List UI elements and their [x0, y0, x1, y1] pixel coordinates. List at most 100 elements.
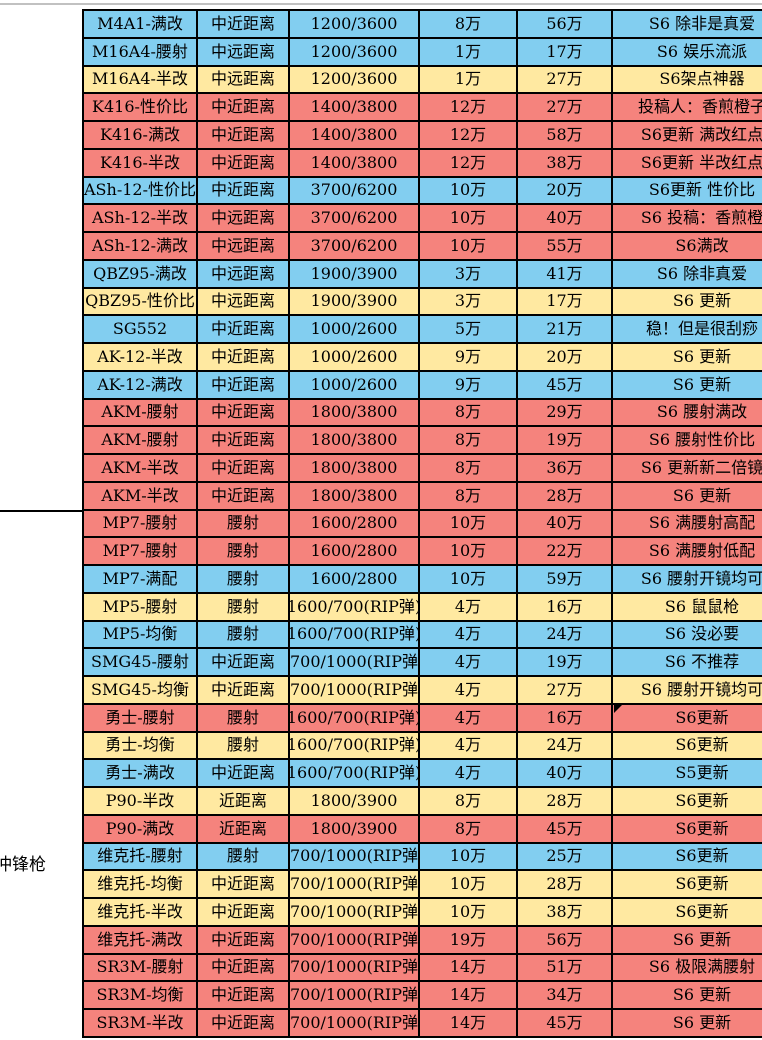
cell-price[interactable]: 1800/3800 [290, 482, 420, 511]
cell-price[interactable]: 1800/3900 [290, 788, 420, 816]
cell-cost2[interactable]: 55万 [518, 233, 613, 261]
cell-cost1[interactable]: 14万 [420, 954, 518, 983]
cell-range[interactable]: 中远距离 [198, 66, 290, 95]
cell-cost2[interactable]: 45万 [518, 371, 613, 400]
cell-price[interactable]: 1900/3900 [290, 288, 420, 317]
cell-weapon[interactable]: AKM-半改 [84, 455, 198, 483]
cell-weapon[interactable]: 勇士-均衡 [84, 732, 198, 761]
cell-note[interactable]: S6 娱乐流派 [613, 38, 762, 67]
cell-cost1[interactable]: 4万 [420, 760, 518, 788]
cell-note[interactable]: 投稿人：香煎橙子 [613, 94, 762, 122]
cell-price[interactable]: 700/1000(RIP弹 [290, 871, 420, 899]
cell-range[interactable]: 中近距离 [198, 122, 290, 150]
cell-note[interactable]: S6更新 [613, 815, 762, 844]
cell-note[interactable]: S6 满腰射低配 [613, 538, 762, 566]
cell-cost2[interactable]: 27万 [518, 94, 613, 122]
cell-cost1[interactable]: 9万 [420, 371, 518, 400]
cell-price[interactable]: 1000/2600 [290, 344, 420, 372]
cell-range[interactable]: 中近距离 [198, 482, 290, 511]
cell-price[interactable]: 1600/700(RIP弹) [290, 621, 420, 650]
cell-cost1[interactable]: 8万 [420, 482, 518, 511]
cell-cost2[interactable]: 27万 [518, 677, 613, 705]
cell-note[interactable]: S6 腰射满改 [613, 399, 762, 428]
cell-cost2[interactable]: 34万 [518, 982, 613, 1010]
cell-weapon[interactable]: 勇士-腰射 [84, 704, 198, 733]
cell-cost1[interactable]: 4万 [420, 593, 518, 622]
cell-weapon[interactable]: M4A1-满改 [84, 11, 198, 39]
cell-cost1[interactable]: 8万 [420, 788, 518, 816]
cell-cost2[interactable]: 19万 [518, 427, 613, 455]
cell-range[interactable]: 中近距离 [198, 760, 290, 788]
cell-range[interactable]: 近距离 [198, 815, 290, 844]
cell-weapon[interactable]: SR3M-腰射 [84, 954, 198, 983]
cell-cost1[interactable]: 3万 [420, 260, 518, 289]
cell-weapon[interactable]: M16A4-半改 [84, 66, 198, 95]
cell-cost1[interactable]: 10万 [420, 510, 518, 539]
cell-weapon[interactable]: MP7-腰射 [84, 510, 198, 539]
cell-cost1[interactable]: 1万 [420, 38, 518, 67]
cell-cost2[interactable]: 20万 [518, 177, 613, 206]
cell-cost2[interactable]: 29万 [518, 399, 613, 428]
cell-range[interactable]: 中远距离 [198, 260, 290, 289]
cell-cost2[interactable]: 24万 [518, 621, 613, 650]
cell-note[interactable]: S6 没必要 [613, 621, 762, 650]
cell-cost1[interactable]: 8万 [420, 399, 518, 428]
cell-range[interactable]: 腰射 [198, 566, 290, 594]
cell-note[interactable]: S6 除非真爱 [613, 260, 762, 289]
cell-range[interactable]: 中近距离 [198, 982, 290, 1010]
cell-range[interactable]: 中远距离 [198, 288, 290, 317]
cell-cost1[interactable]: 10万 [420, 538, 518, 566]
cell-price[interactable]: 3700/6200 [290, 177, 420, 206]
cell-range[interactable]: 中近距离 [198, 1010, 290, 1038]
cell-cost1[interactable]: 10万 [420, 843, 518, 872]
cell-note[interactable]: S6更新 [613, 843, 762, 872]
cell-range[interactable]: 腰射 [198, 538, 290, 566]
cell-weapon[interactable]: K416-性价比 [84, 94, 198, 122]
cell-weapon[interactable]: 维克托-满改 [84, 926, 198, 955]
cell-price[interactable]: 700/1000(RIP弹 [290, 954, 420, 983]
cell-weapon[interactable]: QBZ95-性价比 [84, 288, 198, 317]
cell-range[interactable]: 腰射 [198, 732, 290, 761]
cell-cost2[interactable]: 24万 [518, 732, 613, 761]
cell-note[interactable]: S6架点神器 [613, 66, 762, 95]
cell-cost1[interactable]: 10万 [420, 566, 518, 594]
cell-weapon[interactable]: M16A4-腰射 [84, 38, 198, 67]
cell-cost2[interactable]: 21万 [518, 316, 613, 344]
cell-price[interactable]: 700/1000(RIP弹 [290, 899, 420, 927]
cell-cost2[interactable]: 51万 [518, 954, 613, 983]
cell-price[interactable]: 1600/2800 [290, 566, 420, 594]
cell-cost1[interactable]: 10万 [420, 177, 518, 206]
cell-weapon[interactable]: 维克托-半改 [84, 899, 198, 927]
cell-cost1[interactable]: 3万 [420, 288, 518, 317]
cell-price[interactable]: 1800/3800 [290, 399, 420, 428]
cell-weapon[interactable]: AK-12-满改 [84, 371, 198, 400]
cell-cost1[interactable]: 4万 [420, 704, 518, 733]
cell-cost2[interactable]: 41万 [518, 260, 613, 289]
cell-cost2[interactable]: 56万 [518, 11, 613, 39]
cell-cost1[interactable]: 4万 [420, 621, 518, 650]
cell-cost1[interactable]: 8万 [420, 815, 518, 844]
cell-cost2[interactable]: 17万 [518, 288, 613, 317]
cell-cost2[interactable]: 20万 [518, 344, 613, 372]
cell-weapon[interactable]: 维克托-腰射 [84, 843, 198, 872]
cell-cost1[interactable]: 10万 [420, 233, 518, 261]
cell-range[interactable]: 中近距离 [198, 649, 290, 677]
cell-price[interactable]: 1900/3900 [290, 260, 420, 289]
cell-weapon[interactable]: AKM-腰射 [84, 427, 198, 455]
cell-cost1[interactable]: 12万 [420, 94, 518, 122]
cell-range[interactable]: 中近距离 [198, 316, 290, 344]
cell-weapon[interactable]: K416-满改 [84, 122, 198, 150]
cell-cost2[interactable]: 27万 [518, 66, 613, 95]
cell-range[interactable]: 中近距离 [198, 94, 290, 122]
cell-cost2[interactable]: 38万 [518, 899, 613, 927]
cell-price[interactable]: 1600/700(RIP弹) [290, 704, 420, 733]
cell-weapon[interactable]: ASh-12-性价比 [84, 177, 198, 206]
cell-cost1[interactable]: 12万 [420, 122, 518, 150]
cell-weapon[interactable]: MP5-腰射 [84, 593, 198, 622]
cell-range[interactable]: 中远距离 [198, 205, 290, 233]
cell-cost2[interactable]: 45万 [518, 1010, 613, 1038]
cell-weapon[interactable]: MP7-满配 [84, 566, 198, 594]
cell-cost2[interactable]: 45万 [518, 815, 613, 844]
cell-range[interactable]: 腰射 [198, 704, 290, 733]
cell-cost1[interactable]: 10万 [420, 899, 518, 927]
